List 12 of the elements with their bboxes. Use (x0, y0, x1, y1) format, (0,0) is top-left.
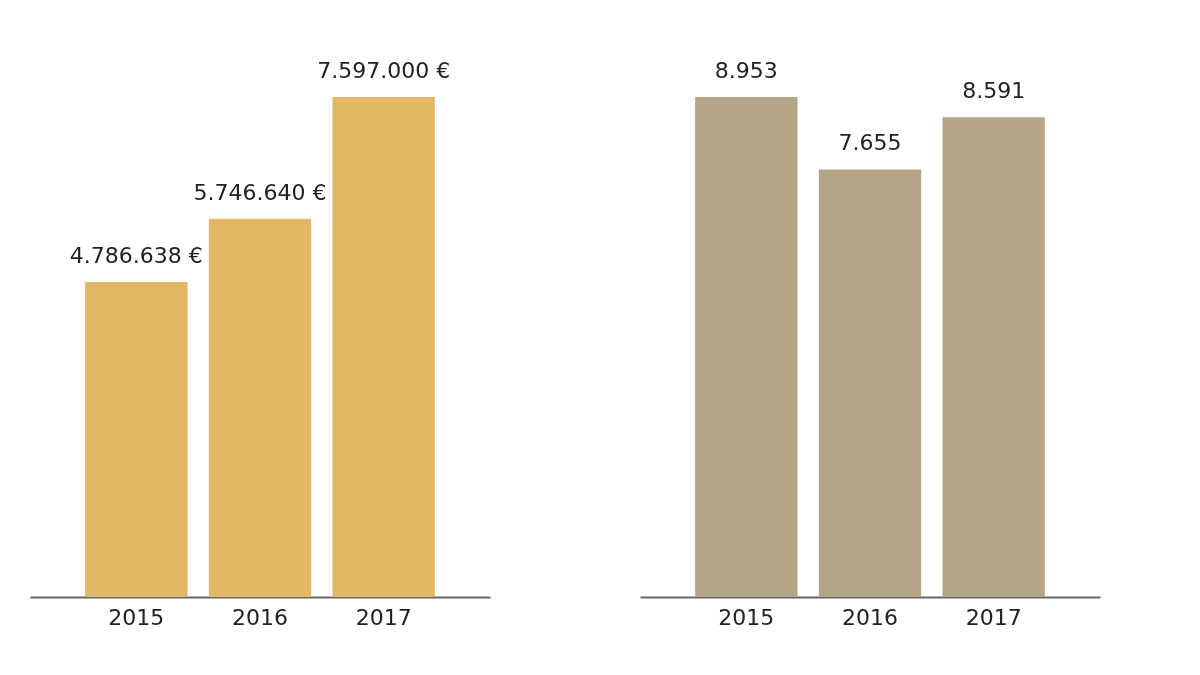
data-label: 8.591 (962, 78, 1026, 104)
x-tick-label: 2017 (965, 604, 1022, 630)
data-label: 4.786.638 € (69, 242, 203, 268)
data-label: 7.655 (838, 130, 902, 156)
x-tick-label: 2015 (108, 604, 165, 630)
x-tick-label: 2015 (718, 604, 775, 630)
x-tick-label: 2016 (842, 604, 898, 630)
x-tick-label: 2017 (355, 604, 412, 630)
x-tick-label: 2016 (232, 604, 288, 630)
data-label: 5.746.640 € (193, 179, 327, 205)
data-label: 8.953 (714, 58, 778, 83)
data-label: 7.597.000 € (317, 58, 451, 83)
